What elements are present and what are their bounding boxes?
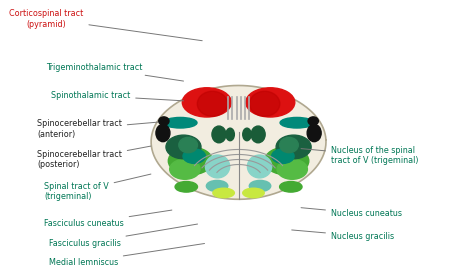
Ellipse shape: [243, 188, 264, 198]
Text: Nucleus of the spinal
tract of V (trigeminal): Nucleus of the spinal tract of V (trigem…: [301, 146, 419, 165]
Ellipse shape: [175, 181, 198, 192]
Text: Spinal tract of V
(trigeminal): Spinal tract of V (trigeminal): [44, 174, 151, 201]
Ellipse shape: [247, 155, 272, 178]
Text: Nucleus cuneatus: Nucleus cuneatus: [301, 208, 402, 218]
Ellipse shape: [179, 137, 198, 153]
Text: Fasciculus gracilis: Fasciculus gracilis: [49, 224, 198, 248]
Ellipse shape: [249, 180, 271, 192]
Ellipse shape: [226, 128, 234, 141]
Text: Spinothalamic tract: Spinothalamic tract: [51, 91, 183, 101]
Ellipse shape: [277, 159, 308, 179]
Ellipse shape: [156, 124, 170, 142]
Text: Medial lemniscus: Medial lemniscus: [49, 244, 205, 267]
Ellipse shape: [183, 149, 205, 164]
Ellipse shape: [159, 117, 169, 125]
Ellipse shape: [251, 126, 265, 143]
Ellipse shape: [170, 159, 200, 179]
Ellipse shape: [197, 91, 228, 116]
Ellipse shape: [246, 88, 295, 117]
Ellipse shape: [307, 124, 321, 142]
Text: Nucleus gracilis: Nucleus gracilis: [292, 230, 394, 241]
Ellipse shape: [164, 117, 197, 128]
Ellipse shape: [264, 147, 309, 175]
Ellipse shape: [166, 135, 201, 159]
Ellipse shape: [212, 126, 226, 143]
Ellipse shape: [272, 149, 294, 164]
Text: Fasciculus cuneatus: Fasciculus cuneatus: [44, 210, 172, 228]
Ellipse shape: [206, 180, 228, 192]
Ellipse shape: [168, 147, 213, 175]
Text: Spinocerebellar tract
(anterior): Spinocerebellar tract (anterior): [37, 119, 158, 139]
Ellipse shape: [280, 181, 302, 192]
Ellipse shape: [243, 128, 251, 141]
Polygon shape: [151, 85, 326, 199]
Ellipse shape: [280, 117, 314, 128]
Text: Trigeminothalamic tract: Trigeminothalamic tract: [46, 63, 183, 81]
Ellipse shape: [182, 88, 231, 117]
Ellipse shape: [213, 188, 234, 198]
Ellipse shape: [308, 117, 319, 125]
Text: Spinocerebellar tract
(posterior): Spinocerebellar tract (posterior): [37, 146, 151, 169]
Ellipse shape: [249, 91, 280, 116]
Ellipse shape: [205, 155, 230, 178]
Ellipse shape: [280, 137, 298, 153]
Ellipse shape: [276, 135, 311, 159]
Text: Corticospinal tract
(pyramid): Corticospinal tract (pyramid): [9, 9, 202, 41]
